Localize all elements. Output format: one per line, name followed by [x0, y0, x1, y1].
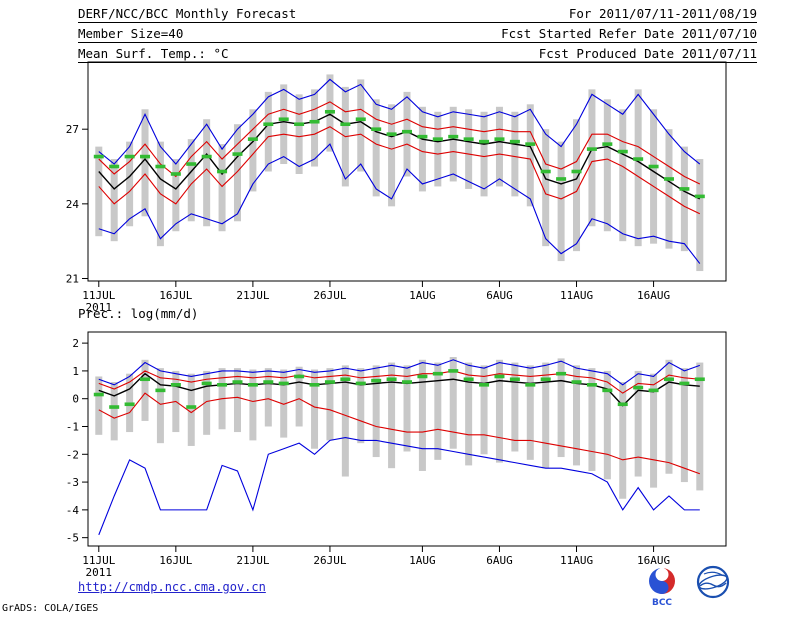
svg-text:-2: -2 [66, 448, 79, 461]
svg-text:16JUL: 16JUL [159, 554, 192, 567]
produced-date-label: Fcst Produced Date 2011/07/11 [538, 46, 757, 61]
svg-text:-4: -4 [66, 504, 80, 517]
header-row-3: Mean Surf. Temp.: °C Fcst Produced Date … [78, 43, 757, 63]
header: DERF/NCC/BCC Monthly Forecast For 2011/0… [78, 3, 757, 63]
svg-text:11AUG: 11AUG [560, 554, 593, 567]
svg-text:16AUG: 16AUG [637, 554, 670, 567]
svg-text:26JUL: 26JUL [313, 554, 346, 567]
temp-chart-title: Mean Surf. Temp.: °C [78, 46, 229, 61]
grads-credit: GrADS: COLA/IGES [2, 603, 99, 614]
svg-text:11JUL: 11JUL [82, 289, 115, 302]
svg-text:2011: 2011 [86, 566, 113, 579]
svg-text:21JUL: 21JUL [236, 289, 269, 302]
svg-text:-5: -5 [66, 532, 79, 545]
bcc-logo: BCC [649, 568, 675, 606]
svg-text:2: 2 [72, 337, 79, 350]
svg-text:1AUG: 1AUG [409, 289, 436, 302]
svg-text:24: 24 [66, 198, 80, 211]
svg-text:11JUL: 11JUL [82, 554, 115, 567]
header-row-1: DERF/NCC/BCC Monthly Forecast For 2011/0… [78, 3, 757, 23]
svg-text:1: 1 [72, 365, 79, 378]
member-size-label: Member Size=40 [78, 26, 184, 41]
svg-text:1AUG: 1AUG [409, 554, 436, 567]
page-title: DERF/NCC/BCC Monthly Forecast [78, 6, 297, 21]
svg-text:-1: -1 [66, 420, 79, 433]
svg-text:16AUG: 16AUG [637, 289, 670, 302]
svg-text:21: 21 [66, 273, 79, 286]
refer-date-label: Fcst Started Refer Date 2011/07/10 [501, 26, 757, 41]
footer-url-link[interactable]: http://cmdp.ncc.cma.gov.cn [78, 580, 266, 594]
svg-text:2011: 2011 [86, 301, 113, 314]
svg-text:21JUL: 21JUL [236, 554, 269, 567]
svg-text:6AUG: 6AUG [486, 554, 513, 567]
svg-text:-3: -3 [66, 476, 79, 489]
svg-text:11AUG: 11AUG [560, 289, 593, 302]
header-row-2: Member Size=40 Fcst Started Refer Date 2… [78, 23, 757, 43]
svg-text:26JUL: 26JUL [313, 289, 346, 302]
svg-text:27: 27 [66, 123, 79, 136]
cma-ncc-logo [696, 565, 730, 599]
svg-text:Prec.: log(mm/d): Prec.: log(mm/d) [78, 306, 198, 321]
svg-text:16JUL: 16JUL [159, 289, 192, 302]
svg-text:0: 0 [72, 393, 79, 406]
svg-text:6AUG: 6AUG [486, 289, 513, 302]
bcc-logo-label: BCC [652, 598, 672, 606]
forecast-period: For 2011/07/11-2011/08/19 [568, 6, 757, 21]
